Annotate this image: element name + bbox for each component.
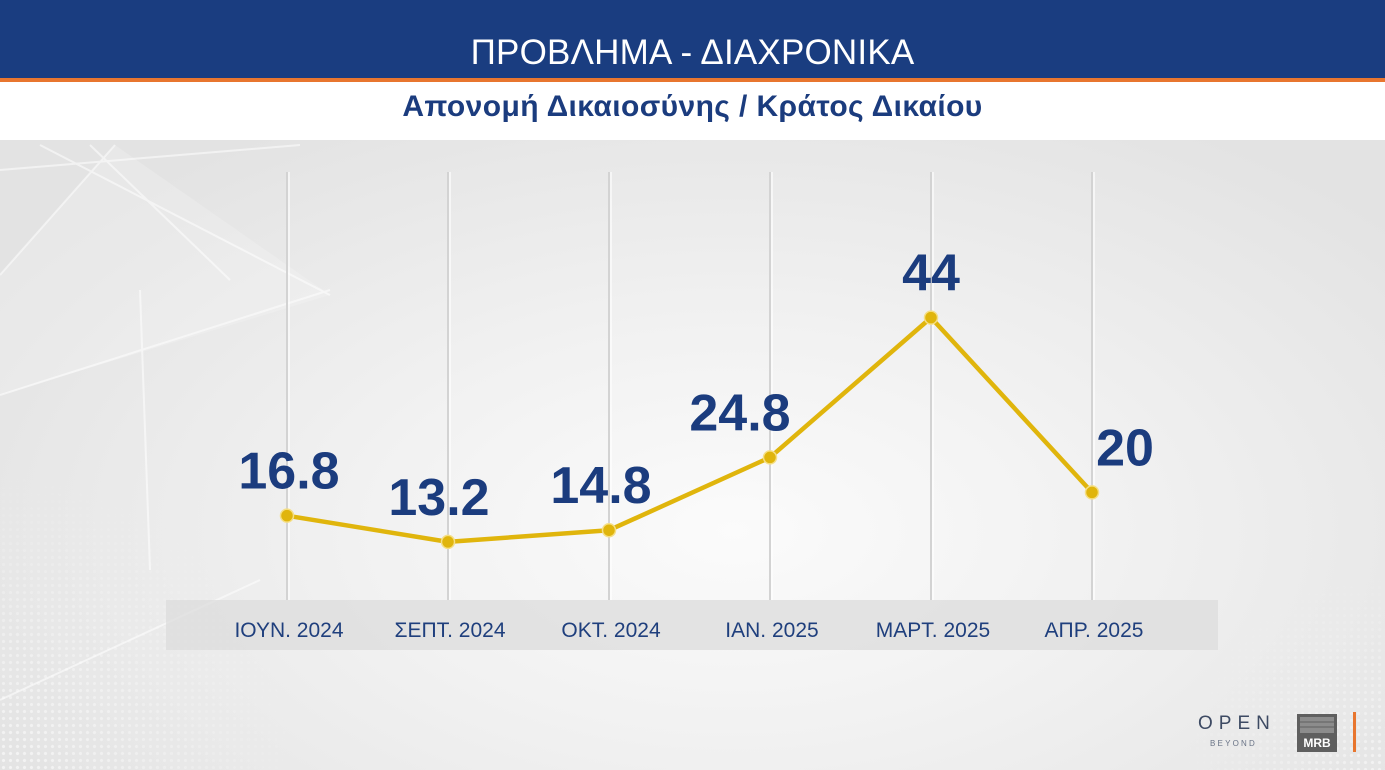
mrb-logo: MRB xyxy=(1297,714,1337,752)
accent-line xyxy=(0,78,1385,82)
x-tick-label: ΟΚΤ. 2024 xyxy=(561,619,661,642)
grid-lines xyxy=(286,172,1095,600)
logo-divider xyxy=(1353,712,1356,752)
decor-line xyxy=(0,144,301,171)
data-point xyxy=(762,450,778,465)
data-label: 24.8 xyxy=(689,384,790,442)
chart-subtitle: Απονομή Δικαιοσύνης / Κράτος Δικαίου xyxy=(402,90,983,123)
decor-line xyxy=(0,144,116,276)
data-labels: 16.8 13.2 14.8 24.8 44 20 xyxy=(238,245,1154,527)
data-label: 16.8 xyxy=(238,443,339,501)
x-tick-label: ΙΑΝ. 2025 xyxy=(725,619,818,642)
data-label: 13.2 xyxy=(388,469,489,527)
series-lines xyxy=(284,315,1095,545)
data-label: 14.8 xyxy=(550,457,651,515)
data-label: 44 xyxy=(902,245,960,303)
mrb-logo-panel xyxy=(1300,717,1334,733)
data-label: 20 xyxy=(1096,419,1154,477)
x-tick-label: ΜΑΡΤ. 2025 xyxy=(876,619,990,642)
chart-area: ΙΟΥΝ. 2024 ΣΕΠΤ. 2024 ΟΚΤ. 2024 ΙΑΝ. 2025 ΜΑ… xyxy=(0,140,1385,770)
data-point xyxy=(601,522,617,538)
chart-title: ΠΡΟΒΛΗΜΑ - ΔΙΑΧΡΟΝΙΚΑ xyxy=(470,33,915,72)
data-points xyxy=(279,310,1100,550)
data-point xyxy=(1084,485,1100,500)
x-tick-label: ΙΟΥΝ. 2024 xyxy=(234,619,343,642)
mrb-logo-text: MRB xyxy=(1303,736,1331,750)
decor-line xyxy=(139,289,151,571)
series-line xyxy=(284,315,1095,545)
decor-line xyxy=(39,144,331,296)
subtitle-band xyxy=(0,82,1385,140)
data-point xyxy=(279,508,295,523)
decor-shape xyxy=(0,145,330,395)
decor-line xyxy=(89,144,231,281)
data-point xyxy=(923,310,939,325)
background-decoration xyxy=(0,144,331,701)
data-point xyxy=(440,534,456,550)
x-tick-label: ΣΕΠΤ. 2024 xyxy=(394,619,505,642)
open-logo: OPEN xyxy=(1198,713,1276,734)
open-logo-tagline: BEYOND xyxy=(1210,739,1257,748)
x-axis-band xyxy=(166,600,1218,650)
x-tick-label: ΑΠΡ. 2025 xyxy=(1045,619,1144,642)
header-bar: ΠΡΟΒΛΗΜΑ - ΔΙΑΧΡΟΝΙΚΑ xyxy=(0,0,1385,78)
x-tick-labels: ΙΟΥΝ. 2024 ΣΕΠΤ. 2024 ΟΚΤ. 2024 ΙΑΝ. 2025 ΜΑ… xyxy=(234,619,1143,642)
decor-line xyxy=(0,289,331,396)
line-chart: ΙΟΥΝ. 2024 ΣΕΠΤ. 2024 ΟΚΤ. 2024 ΙΑΝ. 2025 ΜΑ… xyxy=(166,172,1218,650)
